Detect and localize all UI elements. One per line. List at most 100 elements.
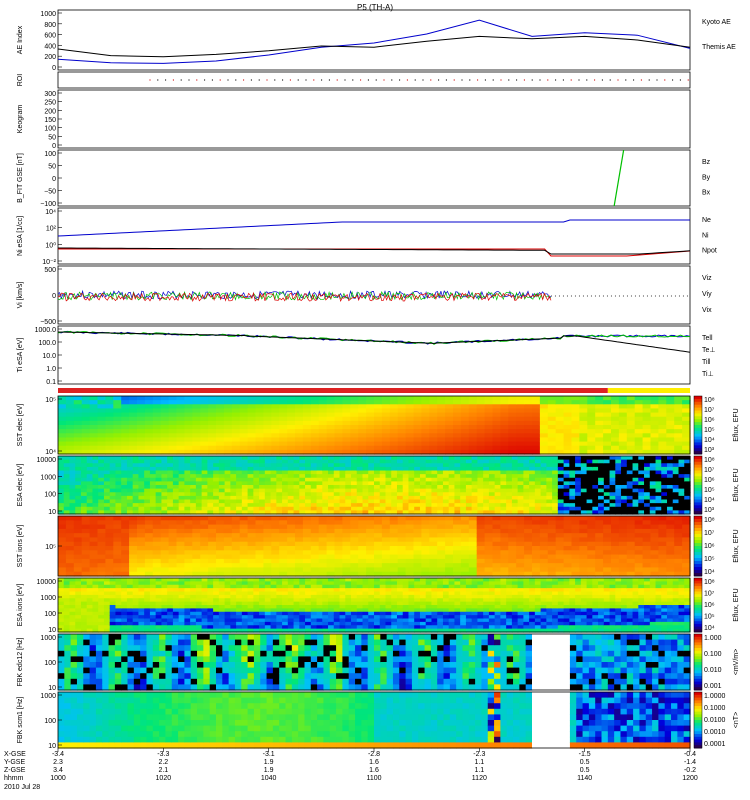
- xaxis-tick-label: 1.9: [264, 767, 274, 774]
- panel-ytick-esa_e: 10: [48, 509, 56, 516]
- roi-dot: [157, 79, 158, 80]
- roi-dot: [149, 79, 150, 80]
- legend-vi: Viy: [702, 291, 712, 298]
- colorbar-fbk_e: [694, 634, 702, 691]
- colorbar-tick-fbk_e: 1.000: [704, 635, 722, 642]
- roi-dot: [282, 79, 283, 80]
- roi-dot: [493, 79, 494, 80]
- colorbar-esa_i: [694, 578, 702, 633]
- date-label: 2010 Jul 28: [4, 784, 40, 791]
- colorbar-tick-sst_e: 10⁷: [704, 407, 715, 414]
- esa_e-spectrogram: [58, 456, 691, 515]
- roi-dot: [586, 79, 587, 80]
- colorbar-tick-sst_e: 10⁴: [704, 437, 715, 444]
- colorbar-tick-esa_e: 10⁸: [704, 457, 715, 464]
- xaxis-tick-label: -1.5: [579, 751, 591, 758]
- legend-bfit: Bz: [702, 159, 711, 166]
- roi-dot: [617, 79, 618, 80]
- xaxis-tick-label: 1.6: [369, 767, 379, 774]
- roi-dot: [204, 79, 205, 80]
- roi-dot: [547, 79, 548, 80]
- colorbar-tick-fbk_b: 1.0000: [704, 693, 726, 700]
- panel-ytick-ni: 10²: [46, 226, 57, 233]
- roi-dot: [329, 79, 330, 80]
- panel-ylabel-roi: ROI: [17, 74, 24, 87]
- panel-ytick-ni: 10⁰: [45, 241, 56, 249]
- roi-dot: [555, 79, 556, 80]
- roi-dot: [508, 79, 509, 80]
- panel-ytick-ae: 0: [52, 65, 56, 72]
- colorbar-tick-sst_e: 10³: [704, 447, 715, 454]
- panel-ytick-fbk_b: 100: [44, 718, 56, 725]
- legend-ti: Tell: [702, 335, 713, 342]
- roi-dot: [477, 79, 478, 80]
- colorbar-label-fbk_b: <nT>: [733, 712, 740, 728]
- roi-dot: [391, 79, 392, 80]
- colorbar-tick-fbk_b: 0.0010: [704, 729, 726, 736]
- xaxis-tick-label: -3.1: [263, 751, 275, 758]
- panel-ylabel-ni: Ni eSA [1/cc]: [17, 216, 24, 256]
- panel-ytick-ti: 1000.0: [35, 327, 57, 334]
- colorbar-tick-fbk_e: 0.010: [704, 667, 722, 674]
- panel-ytick-esa_e: 100: [44, 492, 56, 499]
- roi-dot: [602, 79, 603, 80]
- roi-dot: [360, 79, 361, 80]
- panel-ytick-ti: 1.0: [46, 366, 56, 373]
- panel-ytick-vi: 0: [52, 293, 56, 300]
- roi-dot: [649, 79, 650, 80]
- colorbar-tick-sst_e: 10⁶: [704, 417, 715, 424]
- colorbar-label-sst_i: Eflux, EFU: [733, 529, 740, 562]
- xaxis-row-label: X-GSE: [4, 751, 26, 758]
- legend-bfit: By: [702, 174, 711, 181]
- roi-dot: [430, 79, 431, 80]
- xaxis-tick-label: 1040: [261, 775, 277, 782]
- colorbar-tick-fbk_b: 0.0100: [704, 717, 726, 724]
- roi-dot: [680, 79, 681, 80]
- panel-ytick-keogram: 250: [44, 100, 56, 107]
- xaxis-tick-label: 1120: [472, 775, 487, 782]
- legend-ni: Ne: [702, 217, 711, 224]
- panel-ytick-vi: 500: [44, 267, 56, 274]
- colorbar-tick-esa_i: 10⁷: [704, 591, 715, 598]
- xaxis-row-label: hhmm: [4, 775, 24, 782]
- colorbar-tick-sst_i: 10⁴: [704, 569, 715, 576]
- colorbar-tick-fbk_e: 0.001: [704, 683, 722, 690]
- colorbar-tick-sst_i: 10⁷: [704, 530, 715, 537]
- legend-ti: Te⊥: [702, 347, 716, 354]
- roi-dot: [454, 79, 455, 80]
- colorbar-tick-fbk_e: 0.100: [704, 651, 722, 658]
- roi-dot: [446, 79, 447, 80]
- roi-dot: [376, 79, 377, 80]
- roi-dot: [407, 79, 408, 80]
- panel-ytick-ae: 800: [44, 22, 56, 29]
- legend-ae: Themis AE: [702, 44, 736, 51]
- roi-dot: [415, 79, 416, 80]
- xaxis-tick-label: 1020: [156, 775, 172, 782]
- panel-ytick-fbk_e: 100: [44, 660, 56, 667]
- sst_e-spectrogram: [58, 396, 691, 455]
- xaxis-tick-label: 0.5: [580, 759, 590, 766]
- xaxis-tick-label: 1.9: [264, 759, 274, 766]
- roi-dot: [485, 79, 486, 80]
- colorbar-tick-sst_e: 10⁵: [704, 427, 715, 434]
- panel-ytick-bfit: 100: [44, 151, 56, 158]
- roi-dot: [688, 79, 689, 80]
- roi-dot: [469, 79, 470, 80]
- roi-dot: [321, 79, 322, 80]
- panel-ytick-ti: 100.0: [38, 340, 56, 347]
- xaxis-row-label: Z-GSE: [4, 767, 26, 774]
- colorbar-tick-esa_i: 10⁵: [704, 614, 715, 621]
- roi-dot: [337, 79, 338, 80]
- xaxis-tick-label: 3.4: [53, 767, 63, 774]
- roi-dot: [571, 79, 572, 80]
- colorbar-tick-esa_e: 10³: [704, 507, 715, 514]
- panel-ytick-ae: 1000: [40, 11, 56, 18]
- panel-ytick-esa_e: 1000: [40, 474, 56, 481]
- colorbar-tick-sst_e: 10⁸: [704, 397, 715, 404]
- roi-dot: [173, 79, 174, 80]
- roi-dot: [500, 79, 501, 80]
- panel-ylabel-keogram: Keogram: [17, 105, 24, 134]
- figure-title: P5 (TH-A): [357, 3, 393, 12]
- roi-dot: [266, 79, 267, 80]
- legend-ti: Ti⊥: [702, 371, 714, 378]
